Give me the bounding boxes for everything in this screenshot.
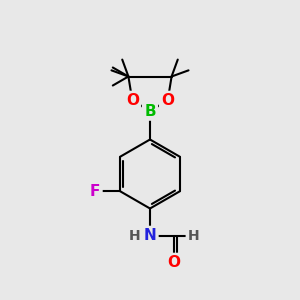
Text: O: O <box>167 255 181 270</box>
Text: O: O <box>161 93 174 108</box>
Text: B: B <box>144 103 156 118</box>
Text: H: H <box>188 229 199 242</box>
Text: O: O <box>126 93 139 108</box>
Text: F: F <box>90 184 101 199</box>
Text: N: N <box>144 228 156 243</box>
Text: H: H <box>129 229 140 242</box>
